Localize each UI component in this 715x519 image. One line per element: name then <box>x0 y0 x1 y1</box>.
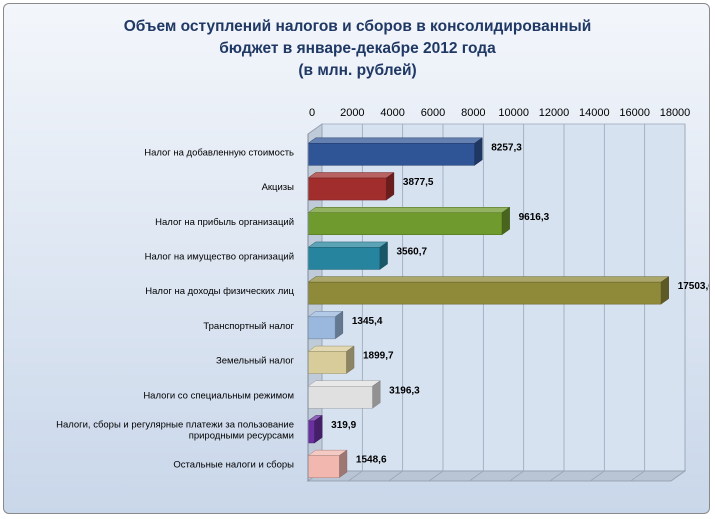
bar <box>307 212 503 235</box>
category-label: Земельный налог <box>216 356 294 367</box>
data-label: 9616,3 <box>519 212 550 223</box>
gridline-floor <box>670 470 686 482</box>
category-label: Налоги со специальным режимом <box>143 390 294 401</box>
x-tick-label: 4000 <box>380 107 404 119</box>
data-label: 1899,7 <box>363 351 394 362</box>
category-label: Налог на имущество организаций <box>145 251 294 262</box>
x-tick-label: 2000 <box>340 107 364 119</box>
category-label: Остальные налоги и сборы <box>173 460 294 471</box>
bar <box>307 351 347 374</box>
bar-top-face <box>307 137 484 144</box>
category-label: Налог на добавленную стоимость <box>144 147 294 158</box>
data-label: 3196,3 <box>389 385 420 396</box>
x-tick-label: 16000 <box>619 107 650 119</box>
bar <box>307 281 662 305</box>
bar <box>307 143 475 166</box>
data-label: 319,9 <box>331 420 356 431</box>
bar-top-face <box>307 276 670 283</box>
gridline-floor <box>469 470 484 482</box>
category-label: Транспортный налог <box>203 321 294 332</box>
data-label: 3560,7 <box>397 246 428 257</box>
bar <box>307 420 315 444</box>
data-label: 1345,4 <box>352 316 383 327</box>
bar <box>307 386 373 409</box>
x-tick-label: 0 <box>309 107 315 119</box>
bar-chart: 0 2000 4000 6000 8000 10000 12000 14000 16000 180… <box>56 107 710 482</box>
bar-top-face <box>307 172 395 179</box>
category-label: Налоги, сборы и регулярные платежи за по… <box>56 419 294 430</box>
gridline-floor <box>509 470 524 482</box>
x-tick-label: 18000 <box>660 107 691 119</box>
bar <box>307 177 387 201</box>
plot-floor <box>306 470 687 482</box>
x-tick-label: 14000 <box>579 107 610 119</box>
category-label: Налог на доходы физических лиц <box>145 286 294 297</box>
bar-top-face <box>307 380 381 387</box>
gridline-floor <box>549 470 565 482</box>
category-label: Налог на прибыль организаций <box>155 217 294 228</box>
data-label: 17503,6 <box>678 281 710 292</box>
gridline-floor <box>630 470 645 482</box>
gridline-floor <box>428 470 444 482</box>
bar <box>307 316 336 340</box>
title-line-1: Объем оступлений налогов и сборов в конс… <box>123 18 592 35</box>
data-label: 3877,5 <box>403 177 434 188</box>
bar <box>307 455 340 478</box>
chart-title: Объем оступлений налогов и сборов в конс… <box>4 16 709 82</box>
data-label: 1548,6 <box>356 455 387 466</box>
bar <box>307 247 381 270</box>
chart-frame: Объем оступлений налогов и сборов в конс… <box>3 3 710 514</box>
gridline-floor <box>590 470 605 482</box>
x-tick-label: 12000 <box>539 107 570 119</box>
data-label: 8257,3 <box>491 142 522 153</box>
gridline-floor <box>348 470 363 482</box>
x-tick-label: 10000 <box>498 107 529 119</box>
title-line-2: бюджет в январе-декабре 2012 года <box>219 40 496 57</box>
bar-top-face <box>307 207 511 213</box>
x-tick-label: 6000 <box>421 107 445 119</box>
x-tick-label: 8000 <box>461 107 485 119</box>
gridline-floor <box>388 470 403 482</box>
bar-top-face <box>307 241 389 248</box>
category-label: природными ресурсами <box>189 430 294 441</box>
title-line-3: (в млн. рублей) <box>298 62 417 79</box>
category-label: Акцизы <box>262 182 295 193</box>
